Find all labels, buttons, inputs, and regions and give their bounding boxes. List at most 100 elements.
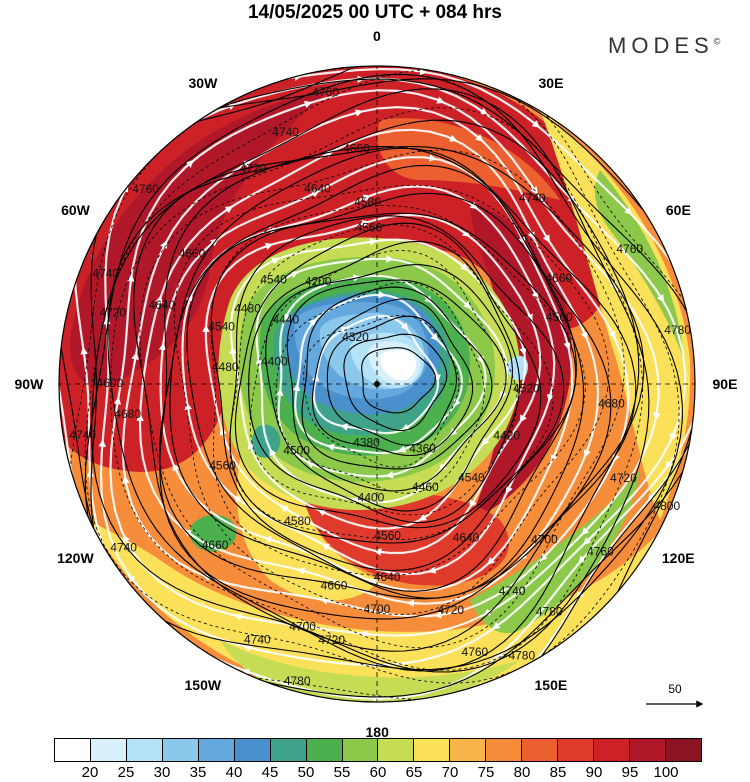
height-contour bbox=[301, 286, 493, 470]
flow-arrow bbox=[429, 96, 445, 104]
flow-arrow bbox=[505, 484, 513, 495]
height-contour bbox=[229, 215, 565, 544]
contour-label: 4540 bbox=[458, 471, 485, 485]
contour-label: 4480 bbox=[234, 301, 261, 315]
flow-arrow bbox=[471, 131, 484, 142]
colorbar-swatch bbox=[665, 739, 701, 761]
dashed-contour bbox=[210, 205, 586, 577]
flow-arrow bbox=[580, 327, 588, 340]
flow-arrow bbox=[158, 342, 167, 355]
flow-arrow bbox=[699, 316, 703, 333]
contour-label: 4780 bbox=[284, 674, 311, 688]
height-contour bbox=[91, 88, 650, 673]
contour-label: 4720 bbox=[437, 603, 464, 617]
flow-arrow bbox=[583, 533, 595, 545]
contour-label: 4780 bbox=[508, 649, 535, 663]
contour-label: 4560 bbox=[209, 458, 236, 472]
dashed-contour bbox=[173, 185, 610, 616]
flow-arrow bbox=[619, 202, 633, 216]
contour-label: 4760 bbox=[132, 182, 159, 196]
flow-arrow bbox=[518, 233, 526, 245]
height-contour bbox=[234, 222, 542, 529]
height-contour bbox=[90, 78, 695, 698]
flow-arrow bbox=[360, 220, 370, 228]
colorbar-ticks: 20 25 30 35 40 45 50 55 60 65 70 75 80 85 90 95 100 bbox=[54, 764, 702, 782]
streamline bbox=[159, 156, 574, 592]
colorbar-swatch bbox=[342, 739, 379, 761]
flow-arrow bbox=[359, 56, 375, 58]
flow-arrow bbox=[469, 498, 477, 508]
colorbar-swatch bbox=[234, 739, 271, 761]
contour-label: 4660 bbox=[321, 578, 348, 592]
flow-arrow bbox=[80, 346, 88, 364]
contour-label: 4780 bbox=[664, 323, 691, 337]
colorbar-swatch bbox=[450, 739, 487, 761]
flow-arrow bbox=[172, 463, 180, 475]
flow-arrow bbox=[418, 513, 428, 521]
flow-arrow bbox=[275, 388, 284, 396]
colorbar-swatch bbox=[55, 739, 91, 761]
north-pole-marker bbox=[374, 381, 380, 387]
contour-label: 4520 bbox=[513, 381, 540, 395]
flow-arrow bbox=[424, 154, 437, 162]
flow-arrow bbox=[433, 611, 448, 619]
contour-label: 4740 bbox=[69, 428, 96, 442]
flow-arrow bbox=[525, 312, 533, 322]
flow-arrow bbox=[348, 109, 364, 117]
colorbar-swatch bbox=[306, 739, 343, 761]
flow-arrow bbox=[578, 551, 590, 564]
height-contour bbox=[107, 119, 640, 672]
flow-arrow bbox=[263, 242, 274, 250]
colorbar-swatch bbox=[198, 739, 235, 761]
flow-arrow bbox=[400, 322, 409, 331]
flow-arrow bbox=[424, 295, 433, 304]
flow-arrow bbox=[608, 325, 616, 339]
flow-arrow bbox=[280, 505, 289, 513]
contour-label: 4560 bbox=[546, 310, 573, 324]
contour-label: 4440 bbox=[272, 312, 299, 326]
flow-arrow bbox=[317, 509, 327, 517]
contour-label: 4740 bbox=[272, 125, 299, 139]
flow-arrow bbox=[373, 548, 385, 556]
flow-arrow bbox=[340, 326, 349, 334]
contour-label: 4500 bbox=[283, 444, 310, 458]
longitude-label-lon-180: 180 bbox=[365, 724, 389, 740]
flow-arrow bbox=[410, 67, 428, 76]
colorbar-tick-label: 100 bbox=[653, 764, 679, 781]
flow-arrow bbox=[592, 130, 607, 144]
contour-label: 4740 bbox=[244, 633, 271, 647]
contour-label: 4760 bbox=[587, 545, 614, 559]
flow-arrow bbox=[123, 534, 132, 550]
flow-arrow bbox=[236, 72, 255, 80]
flow-arrow bbox=[519, 346, 527, 356]
colorbar-tick-label: 30 bbox=[153, 764, 171, 781]
longitude-label-lon-90e: 90E bbox=[712, 376, 738, 392]
colorbar-tick-label: 85 bbox=[549, 764, 567, 781]
flow-arrow bbox=[113, 396, 122, 412]
longitude-label-lon-90w: 90W bbox=[14, 376, 44, 392]
contour-label: 4760 bbox=[312, 85, 339, 99]
flow-arrow bbox=[487, 555, 497, 565]
colorbar-swatch bbox=[162, 739, 199, 761]
flow-arrow bbox=[255, 356, 264, 365]
streamline bbox=[99, 77, 687, 667]
flow-arrow bbox=[311, 373, 320, 382]
flow-arrow bbox=[581, 523, 593, 536]
flow-arrow bbox=[463, 301, 472, 309]
flow-arrow bbox=[308, 318, 317, 327]
contour-label: 4700 bbox=[364, 602, 391, 616]
longitude-label-lon-30e: 30E bbox=[538, 74, 564, 91]
flow-arrow bbox=[266, 227, 278, 235]
flow-arrow bbox=[269, 448, 277, 457]
colorbar-tick-label: 75 bbox=[477, 764, 495, 781]
contour-label: 4720 bbox=[610, 471, 637, 485]
colorbar-swatch bbox=[630, 739, 666, 761]
flow-arrow bbox=[233, 612, 250, 621]
colorbar-tick-label: 40 bbox=[225, 764, 243, 781]
contour-label: 4580 bbox=[284, 514, 311, 528]
colorbar-swatch bbox=[558, 739, 595, 761]
flow-arrow bbox=[309, 190, 320, 198]
flow-arrow bbox=[263, 536, 275, 544]
flow-arrow bbox=[490, 690, 507, 702]
contour-label: 4780 bbox=[536, 605, 563, 619]
